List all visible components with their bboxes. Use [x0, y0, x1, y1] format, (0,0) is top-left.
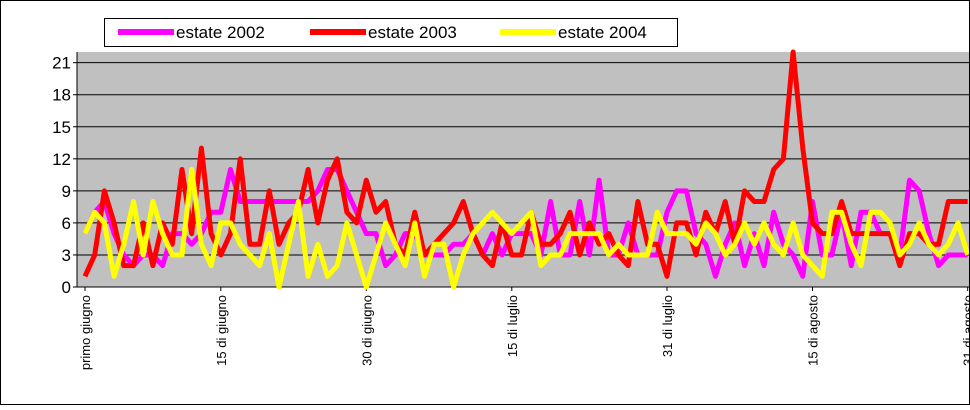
x-tick-label: primo giugno	[78, 295, 93, 370]
legend-label: estate 2003	[368, 23, 457, 42]
y-tick-label: 6	[62, 214, 71, 233]
x-tick-label: 15 di giugno	[214, 295, 229, 366]
legend: estate 2002 estate 2003 estate 2004	[104, 18, 678, 47]
y-tick-label: 12	[52, 150, 71, 169]
legend-label: estate 2002	[176, 23, 265, 42]
x-tick-label: 30 di giugno	[359, 295, 374, 366]
plot-area: 0 3 6 9 12 15 18 21 primo giugno 15 di giugno 30 d…	[52, 49, 970, 370]
x-tick-label: 15 di agosto	[806, 295, 821, 366]
legend-box	[104, 18, 678, 47]
legend-label: estate 2004	[558, 23, 647, 42]
series-line	[82, 167, 969, 290]
y-tick-label: 15	[52, 118, 71, 137]
y-tick-label: 3	[62, 246, 71, 265]
x-tick-label: 31 di agosto	[961, 295, 970, 366]
y-tick-label: 18	[52, 86, 71, 105]
y-tick-label: 21	[52, 54, 71, 73]
x-tick-label: 31 di luglio	[660, 295, 675, 357]
y-tick-label: 0	[62, 278, 71, 297]
y-tick-label: 9	[62, 182, 71, 201]
x-tick-label: 15 di luglio	[505, 295, 520, 357]
